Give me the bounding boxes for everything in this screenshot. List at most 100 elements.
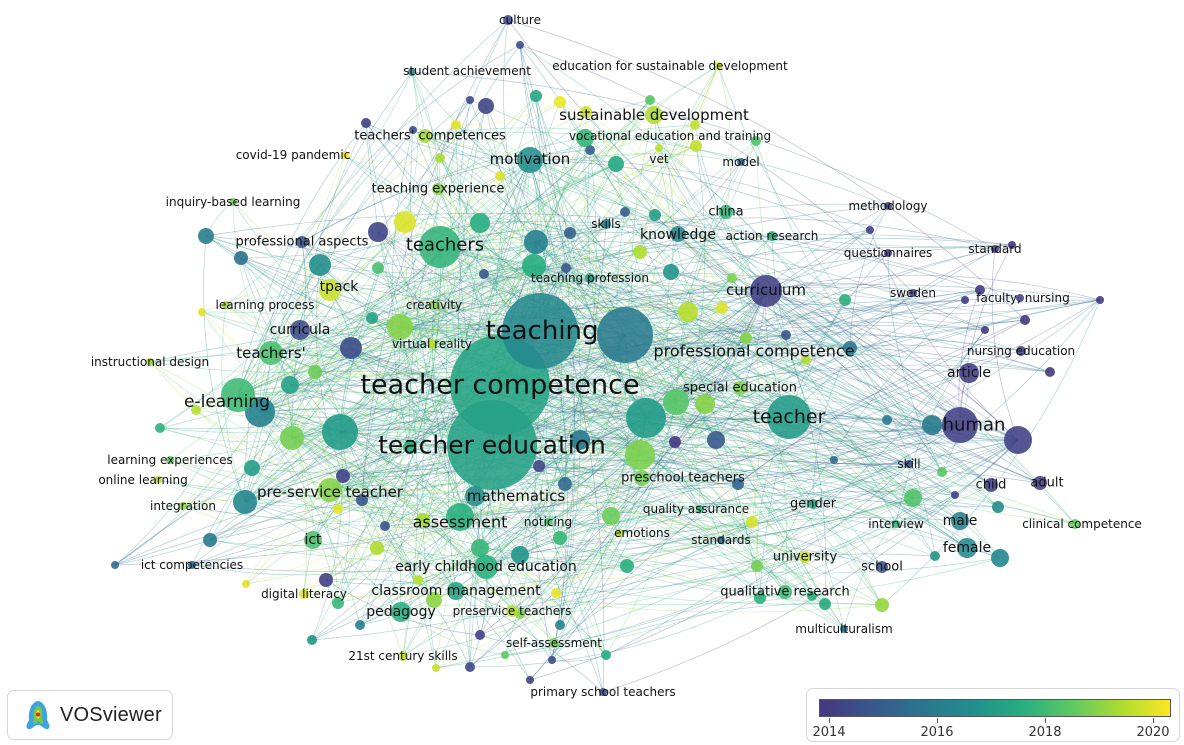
keyword-node[interactable] — [198, 228, 214, 244]
keyword-node[interactable] — [992, 501, 1004, 513]
node-teaching-experience[interactable] — [432, 183, 444, 195]
keyword-node[interactable] — [807, 591, 817, 601]
keyword-node[interactable] — [669, 436, 681, 448]
label-knowledge[interactable]: knowledge — [640, 227, 716, 243]
keyword-node[interactable] — [394, 211, 416, 233]
keyword-node[interactable] — [522, 254, 546, 278]
keyword-node[interactable] — [372, 262, 384, 274]
node-teaching[interactable] — [502, 293, 578, 369]
node-virtual-reality[interactable] — [427, 339, 437, 349]
node-multiculturalism[interactable] — [840, 625, 848, 633]
keyword-node[interactable] — [191, 405, 201, 415]
node-preschool-teachers[interactable] — [634, 470, 650, 486]
keyword-node[interactable] — [663, 264, 679, 280]
label-digital-literacy[interactable]: digital literacy — [261, 587, 347, 601]
label-21st-century-skills[interactable]: 21st century skills — [348, 649, 457, 663]
keyword-node[interactable] — [746, 516, 758, 528]
keyword-node[interactable] — [245, 397, 275, 427]
node-knowledge[interactable] — [670, 226, 686, 242]
label-female[interactable]: female — [943, 540, 991, 556]
keyword-node[interactable] — [602, 507, 620, 525]
node-model[interactable] — [737, 158, 745, 166]
label-integration[interactable]: integration — [150, 499, 216, 513]
keyword-node[interactable] — [553, 531, 567, 545]
label-methodology[interactable]: methodology — [848, 199, 927, 213]
node-integration[interactable] — [179, 502, 187, 510]
node-emotions[interactable] — [616, 529, 624, 537]
label-faculty-nursing[interactable]: faculty, nursing — [976, 291, 1070, 305]
keyword-node[interactable] — [716, 302, 728, 314]
keyword-node[interactable] — [975, 285, 985, 295]
keyword-node[interactable] — [416, 513, 430, 527]
keyword-node[interactable] — [533, 460, 545, 472]
node-creativity[interactable] — [429, 300, 439, 310]
keyword-node[interactable] — [435, 153, 445, 163]
keyword-node[interactable] — [633, 245, 647, 259]
label-qualitative-research[interactable]: qualitative research — [720, 585, 850, 600]
keyword-node[interactable] — [678, 302, 698, 322]
node-methodology[interactable] — [884, 202, 892, 210]
node-school[interactable] — [876, 561, 888, 573]
keyword-node[interactable] — [625, 440, 655, 470]
keyword-node[interactable] — [409, 126, 417, 134]
node-motivation[interactable] — [517, 147, 543, 173]
node-vocational-education-and-training[interactable] — [576, 129, 594, 147]
label-creativity[interactable]: creativity — [406, 298, 462, 312]
label-teacher[interactable]: teacher — [753, 406, 826, 428]
keyword-node[interactable] — [707, 431, 725, 449]
node-ict[interactable] — [304, 531, 322, 549]
node-faculty-nursing[interactable] — [1016, 294, 1024, 302]
node-action-research[interactable] — [767, 231, 777, 241]
keyword-node[interactable] — [1020, 315, 1030, 325]
keyword-node[interactable] — [234, 251, 248, 265]
label-primary-school-teachers[interactable]: primary school teachers — [530, 685, 675, 699]
node-vet[interactable] — [655, 144, 663, 152]
keyword-node[interactable] — [368, 222, 388, 242]
keyword-node[interactable] — [516, 41, 524, 49]
node-education-for-sustainable-development[interactable] — [714, 62, 722, 70]
keyword-node[interactable] — [843, 341, 857, 355]
label-curriculum[interactable]: curriculum — [726, 281, 806, 299]
keyword-node[interactable] — [361, 118, 371, 128]
label-sustainable-development[interactable]: sustainable development — [559, 106, 749, 124]
keyword-node[interactable] — [961, 296, 969, 304]
label-teaching-experience[interactable]: teaching experience — [372, 182, 505, 197]
keyword-node[interactable] — [336, 469, 350, 483]
keyword-node[interactable] — [601, 650, 611, 660]
keyword-node[interactable] — [465, 662, 475, 672]
keyword-node[interactable] — [751, 136, 761, 146]
keyword-node[interactable] — [387, 314, 413, 340]
keyword-node[interactable] — [322, 414, 358, 450]
node-tpack[interactable] — [319, 279, 341, 301]
keyword-node[interactable] — [608, 156, 624, 172]
label-standard[interactable]: standard — [968, 242, 1021, 256]
keyword-node[interactable] — [554, 96, 566, 108]
label-quality-assurance[interactable]: quality assurance — [643, 502, 749, 516]
label-interview[interactable]: interview — [868, 517, 924, 531]
label-motivation[interactable]: motivation — [490, 150, 571, 168]
keyword-node[interactable] — [511, 546, 529, 564]
label-article[interactable]: article — [947, 365, 991, 381]
label-curricula[interactable]: curricula — [270, 322, 331, 338]
node-preservice-teachers[interactable] — [506, 605, 518, 617]
node-culture[interactable] — [503, 15, 513, 25]
label-covid-19-pandemic[interactable]: covid-19 pandemic — [236, 148, 351, 162]
keyword-node[interactable] — [356, 494, 368, 506]
keyword-node[interactable] — [233, 490, 257, 514]
label-human[interactable]: human — [943, 415, 1006, 436]
node-learning-experiences[interactable] — [166, 456, 174, 464]
label-noticing[interactable]: noticing — [524, 515, 572, 529]
node-professional-aspects[interactable] — [296, 236, 308, 248]
keyword-node[interactable] — [242, 580, 250, 588]
keyword-node[interactable] — [904, 489, 922, 507]
node-pedagogy[interactable] — [391, 602, 411, 622]
node-interview[interactable] — [892, 520, 900, 528]
keyword-node[interactable] — [558, 477, 572, 491]
label-instructional-design[interactable]: instructional design — [91, 355, 209, 369]
node-assessment[interactable] — [446, 503, 474, 531]
node-female[interactable] — [957, 538, 977, 558]
node-curriculum[interactable] — [750, 275, 782, 307]
keyword-node[interactable] — [355, 620, 365, 630]
keyword-node[interactable] — [922, 415, 942, 435]
keyword-node[interactable] — [620, 559, 634, 573]
